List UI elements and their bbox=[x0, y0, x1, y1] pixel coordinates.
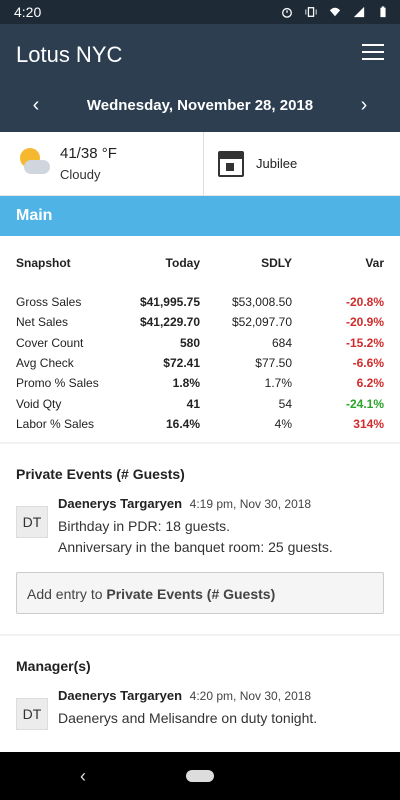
log-entry: DT Daenerys Targaryen 4:19 pm, Nov 30, 2… bbox=[16, 496, 384, 558]
menu-icon[interactable] bbox=[362, 44, 384, 62]
selected-date: Wednesday, November 28, 2018 bbox=[86, 96, 314, 114]
table-row: Labor % Sales 16.4% 4% 314% bbox=[16, 414, 384, 434]
entry-timestamp: 4:20 pm, Nov 30, 2018 bbox=[189, 689, 312, 703]
row-sdly: 684 bbox=[271, 335, 292, 350]
row-variance: -24.1% bbox=[345, 396, 384, 411]
header-snapshot: Snapshot bbox=[16, 256, 71, 270]
row-label: Gross Sales bbox=[16, 295, 82, 310]
status-time: 4:20 bbox=[14, 4, 42, 20]
calendar-icon bbox=[218, 150, 244, 177]
row-variance: -20.8% bbox=[345, 295, 384, 310]
entry-text: Birthday in PDR: 18 guests. bbox=[58, 518, 230, 534]
row-sdly: 54 bbox=[278, 396, 292, 411]
row-sdly: $52,097.70 bbox=[231, 315, 292, 330]
signal-icon bbox=[353, 6, 365, 18]
entry-text: Anniversary in the banquet room: 25 gues… bbox=[58, 539, 333, 555]
info-row: 41/38 °F Cloudy Jubilee bbox=[0, 132, 400, 196]
row-label: Avg Check bbox=[16, 356, 74, 371]
table-row: Net Sales $41,229.70 $52,097.70 -20.9% bbox=[16, 312, 384, 332]
entry-author: Daenerys Targaryen bbox=[58, 496, 183, 511]
system-nav-bar: ‹ bbox=[0, 752, 400, 800]
add-entry-prefix: Add entry to bbox=[27, 586, 107, 602]
row-sdly: 1.7% bbox=[264, 376, 292, 391]
alarm-icon bbox=[282, 7, 292, 18]
cloudy-weather-icon bbox=[16, 146, 52, 182]
calendar-event[interactable]: Jubilee bbox=[204, 150, 298, 177]
header-var: Var bbox=[365, 256, 384, 270]
calendar-event-label: Jubilee bbox=[256, 156, 298, 171]
entry-text: Daenerys and Melisandre on duty tonight. bbox=[58, 710, 318, 726]
row-variance: 314% bbox=[353, 416, 384, 431]
row-today: 580 bbox=[179, 335, 200, 350]
row-label: Cover Count bbox=[16, 335, 84, 350]
entry-author: Daenerys Targaryen bbox=[58, 688, 183, 703]
add-entry-target: Private Events (# Guests) bbox=[106, 586, 276, 602]
private-events-section: Private Events (# Guests) DT Daenerys Ta… bbox=[0, 444, 400, 634]
app-header: Lotus NYC ‹ Wednesday, November 28, 2018… bbox=[0, 24, 400, 132]
row-label: Void Qty bbox=[16, 396, 62, 411]
weather-condition: Cloudy bbox=[60, 167, 101, 182]
avatar: DT bbox=[16, 506, 48, 538]
row-variance: -6.6% bbox=[352, 356, 384, 371]
header-today: Today bbox=[165, 256, 200, 270]
section-title: Manager(s) bbox=[16, 658, 91, 674]
battery-icon bbox=[380, 6, 386, 18]
snapshot-table: Snapshot Today SDLY Var Gross Sales $41,9… bbox=[0, 236, 400, 442]
row-today: 1.8% bbox=[172, 376, 200, 391]
avatar: DT bbox=[16, 698, 48, 730]
section-title: Private Events (# Guests) bbox=[16, 466, 185, 482]
table-row: Promo % Sales 1.8% 1.7% 6.2% bbox=[16, 373, 384, 393]
status-bar: 4:20 bbox=[0, 0, 400, 24]
entry-timestamp: 4:19 pm, Nov 30, 2018 bbox=[189, 497, 312, 511]
row-today: $72.41 bbox=[163, 356, 200, 371]
wifi-icon bbox=[329, 7, 341, 17]
row-sdly: $53,008.50 bbox=[231, 295, 292, 310]
row-variance: -15.2% bbox=[345, 335, 384, 350]
main-section-header[interactable]: Main bbox=[0, 196, 400, 236]
managers-section: Manager(s) DT Daenerys Targaryen 4:20 pm… bbox=[0, 636, 400, 752]
home-icon[interactable] bbox=[186, 770, 214, 782]
add-entry-button[interactable]: Add entry to Private Events (# Guests) bbox=[16, 572, 384, 614]
table-row: Cover Count 580 684 -15.2% bbox=[16, 333, 384, 353]
row-today: 16.4% bbox=[165, 416, 200, 431]
row-today: $41,995.75 bbox=[139, 295, 200, 310]
row-today: $41,229.70 bbox=[139, 315, 200, 330]
date-navigator: ‹ Wednesday, November 28, 2018 › bbox=[0, 90, 400, 120]
table-row: Gross Sales $41,995.75 $53,008.50 -20.8% bbox=[16, 292, 384, 312]
row-sdly: 4% bbox=[274, 416, 292, 431]
table-row: Avg Check $72.41 $77.50 -6.6% bbox=[16, 353, 384, 373]
header-sdly: SDLY bbox=[261, 256, 292, 270]
row-label: Labor % Sales bbox=[16, 416, 95, 431]
status-icons bbox=[280, 6, 390, 18]
row-variance: -20.9% bbox=[345, 315, 384, 330]
vibrate-icon bbox=[305, 7, 317, 17]
row-today: 41 bbox=[186, 396, 200, 411]
weather-widget: 41/38 °F Cloudy bbox=[0, 132, 204, 195]
previous-day-icon[interactable]: ‹ bbox=[32, 93, 40, 116]
row-variance: 6.2% bbox=[356, 376, 384, 391]
back-icon[interactable]: ‹ bbox=[80, 765, 86, 786]
app-title: Lotus NYC bbox=[16, 42, 123, 67]
row-sdly: $77.50 bbox=[255, 356, 292, 371]
next-day-icon[interactable]: › bbox=[360, 93, 368, 116]
log-entry: DT Daenerys Targaryen 4:20 pm, Nov 30, 2… bbox=[16, 688, 384, 730]
row-label: Promo % Sales bbox=[16, 376, 99, 391]
weather-temperature: 41/38 °F bbox=[60, 145, 117, 162]
table-header: Snapshot Today SDLY Var bbox=[16, 256, 384, 270]
row-label: Net Sales bbox=[16, 315, 69, 330]
table-row: Void Qty 41 54 -24.1% bbox=[16, 393, 384, 413]
